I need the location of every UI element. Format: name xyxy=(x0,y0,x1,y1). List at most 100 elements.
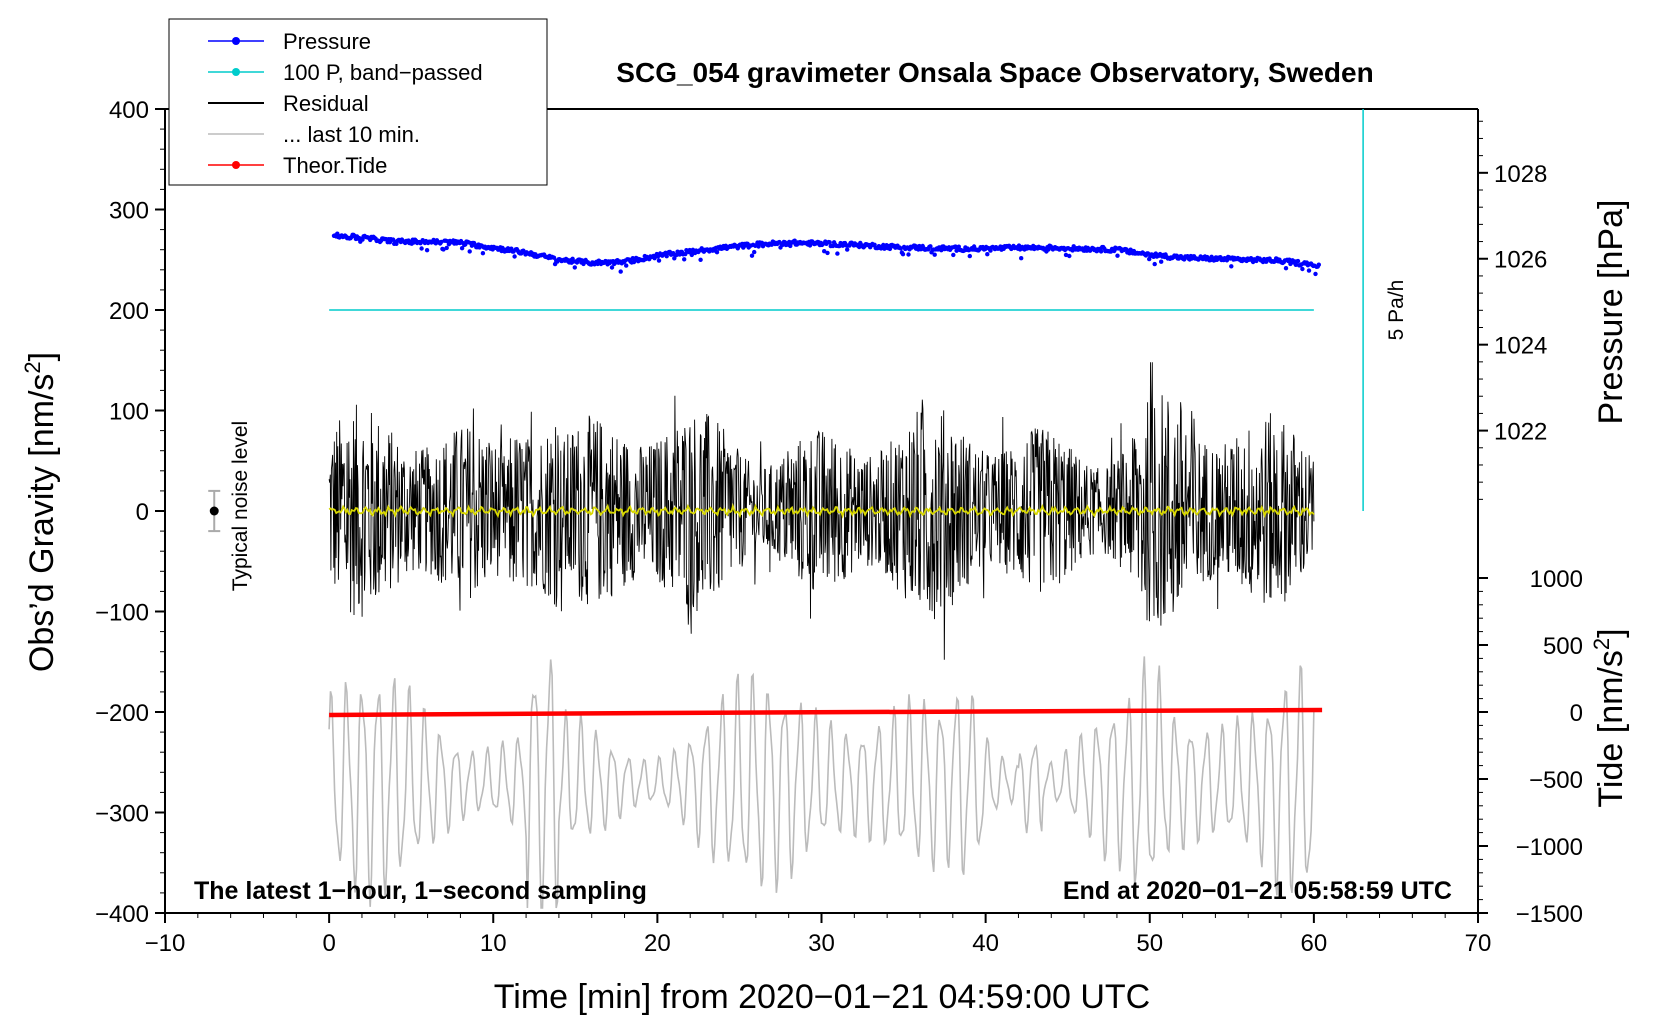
tide-tick-label: −1500 xyxy=(1516,901,1583,928)
tide-tick-label: −500 xyxy=(1529,767,1583,794)
pressure-point xyxy=(1019,256,1024,261)
theoretical-tide-line xyxy=(329,707,1323,718)
pressure-tick-label: 1024 xyxy=(1494,333,1547,360)
legend-label: 100 P, band−passed xyxy=(283,60,483,85)
pressure-point xyxy=(444,245,449,251)
legend: Pressure 100 P, band−passed Residual ... la… xyxy=(168,18,548,186)
x-axis-label: Time [min] from 2020−01−21 04:59:00 UTC xyxy=(494,978,1150,1016)
rate-bar-label: 5 Pa/h xyxy=(1385,280,1408,341)
pressure-point xyxy=(928,244,933,249)
pressure-point xyxy=(439,239,444,245)
pressure-tick-label: 1028 xyxy=(1494,161,1547,188)
legend-label: Pressure xyxy=(283,29,371,54)
legend-label: Theor.Tide xyxy=(283,153,387,178)
pressure-point xyxy=(985,252,990,257)
pressure-point xyxy=(480,251,486,256)
x-tick-label: 60 xyxy=(1301,930,1328,957)
x-tick-label: 40 xyxy=(972,930,999,957)
legend-label: ... last 10 min. xyxy=(283,122,420,147)
pressure-tick-label: 1022 xyxy=(1494,419,1547,446)
pressure-point xyxy=(459,246,465,251)
pressure-point xyxy=(1159,259,1164,264)
theoretical-tide-series xyxy=(329,707,1323,718)
legend-swatch-marker xyxy=(232,68,240,76)
pressure-point xyxy=(1313,271,1318,277)
residual-line xyxy=(328,362,1315,660)
x-tick-label: 0 xyxy=(322,930,335,957)
pressure-point xyxy=(512,254,517,259)
y-tick-label: −300 xyxy=(95,801,149,828)
tide-axis-label-sup: 2 xyxy=(1589,638,1614,650)
y-tick-label: −400 xyxy=(95,901,149,928)
x-tick-label: −10 xyxy=(145,930,186,957)
y-tick-label: 0 xyxy=(136,499,149,526)
y-tick-label: 100 xyxy=(109,399,149,426)
pressure-point xyxy=(1151,254,1156,259)
annotation-latest-hour: The latest 1−hour, 1−second sampling xyxy=(194,877,647,905)
noise-indicator: Typical noise level xyxy=(208,421,252,591)
pressure-point xyxy=(898,246,903,251)
pressure-point xyxy=(656,258,662,263)
annotation-end-time: End at 2020−01−21 05:58:59 UTC xyxy=(1063,877,1452,905)
pressure-point xyxy=(467,249,472,254)
pressure-point xyxy=(1016,243,1022,248)
x-tick-label: 20 xyxy=(644,930,671,957)
pressure-point xyxy=(624,263,629,268)
x-tick-label: 30 xyxy=(808,930,835,957)
tide-axis-ticks: 1000 500 0 −500 −1000 −1500 xyxy=(1478,566,1583,928)
pressure-point xyxy=(822,249,827,254)
last-10-min-line xyxy=(328,656,1315,909)
band-passed-residual-series xyxy=(328,502,1315,519)
pressure-point xyxy=(698,257,703,262)
band-passed-residual-line xyxy=(328,502,1315,519)
legend-swatch-marker xyxy=(232,37,240,45)
tide-tick-label: 0 xyxy=(1570,700,1583,727)
pressure-point xyxy=(1152,261,1157,267)
pressure-point xyxy=(900,252,906,257)
pressure-point xyxy=(1046,247,1051,252)
x-tick-label: 70 xyxy=(1465,930,1492,957)
pressure-point xyxy=(1098,249,1104,254)
pressure-point xyxy=(618,269,623,274)
noise-level-label: Typical noise level xyxy=(229,421,252,591)
tide-axis-label-close: ] xyxy=(1592,628,1630,637)
y-tick-label: 200 xyxy=(109,298,149,325)
pressure-point xyxy=(951,252,956,258)
y-tick-label: −200 xyxy=(95,700,149,727)
pressure-point xyxy=(1295,258,1301,264)
x-tick-label: 10 xyxy=(480,930,507,957)
y-tick-label: 300 xyxy=(109,198,149,225)
y-axis-left-label-main: Obs’d Gravity [nm/s xyxy=(23,374,61,673)
y-axis-left-label-sup: 2 xyxy=(20,361,45,373)
pressure-point xyxy=(825,250,830,256)
legend-swatch-marker xyxy=(232,161,240,169)
pressure-point xyxy=(1316,262,1322,267)
pressure-point xyxy=(1283,266,1289,271)
legend-label: Residual xyxy=(283,91,369,116)
y-tick-label: −100 xyxy=(95,600,149,627)
pressure-point xyxy=(906,252,911,257)
pressure-point xyxy=(835,251,840,256)
pressure-tick-label: 1026 xyxy=(1494,247,1547,274)
pressure-point xyxy=(1115,253,1120,258)
pressure-point xyxy=(792,238,797,243)
pressure-point xyxy=(967,253,972,259)
pressure-series xyxy=(331,231,1322,277)
pressure-point xyxy=(1306,268,1312,273)
pressure-point xyxy=(807,243,813,248)
noise-center-dot xyxy=(209,506,219,516)
y-axis-left-label: Obs’d Gravity [nm/s2] xyxy=(20,352,61,672)
pressure-point xyxy=(424,248,430,253)
pressure-point xyxy=(749,253,755,258)
y-axis-left-label-close: ] xyxy=(23,352,61,361)
tide-tick-label: 500 xyxy=(1543,633,1583,660)
pressure-point xyxy=(1293,262,1299,267)
y-tick-label: 400 xyxy=(109,97,149,124)
pressure-point xyxy=(932,252,937,257)
x-axis-ticks: −10 0 10 20 30 40 50 60 70 xyxy=(145,913,1492,957)
pressure-point xyxy=(360,237,365,242)
tide-tick-label: 1000 xyxy=(1530,566,1583,593)
pressure-point xyxy=(419,246,424,251)
pressure-point xyxy=(551,255,557,260)
